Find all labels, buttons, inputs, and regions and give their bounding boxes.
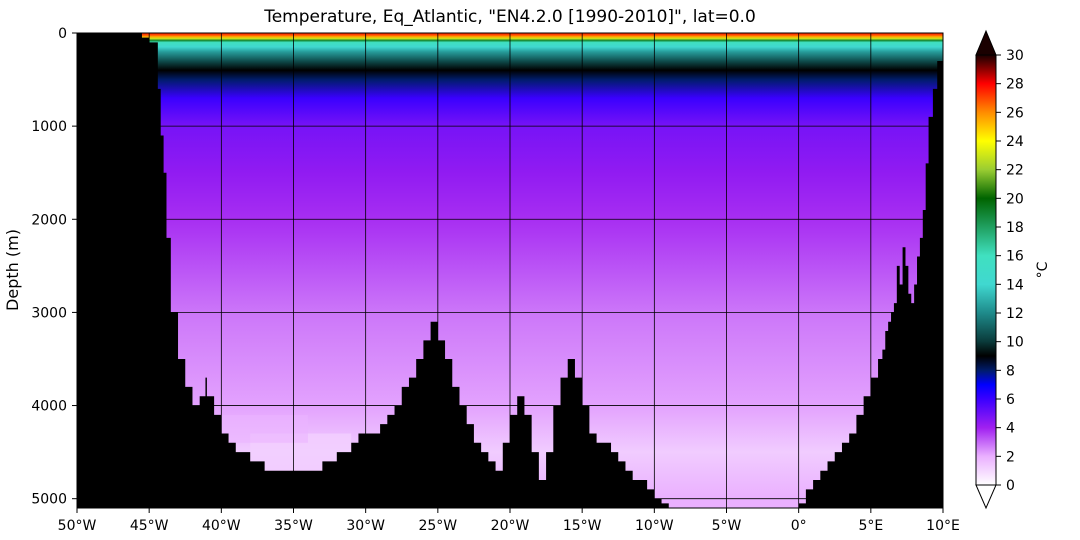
- x-tick-label: 45°W: [130, 518, 169, 534]
- colorbar-tick-label: 8: [1006, 363, 1015, 379]
- colorbar-extend-bottom: [975, 484, 997, 510]
- colorbar-tick-label: 18: [1006, 220, 1024, 236]
- y-tick-label: 3000: [31, 305, 67, 321]
- colorbar-tick-label: 10: [1006, 335, 1024, 351]
- colorbar-tick-label: 6: [1006, 392, 1015, 408]
- x-tick-label: 0°: [791, 518, 807, 534]
- y-tick-label: 2000: [31, 212, 67, 228]
- x-axis: 50°W 45°W 40°W 35°W 30°W 25°W 20°W 15°W 10°W 5°W 0…: [58, 508, 960, 534]
- x-tick-label: 35°W: [274, 518, 313, 534]
- colorbar-tick-label: 4: [1006, 421, 1015, 437]
- y-tick-label: 1000: [31, 119, 67, 135]
- x-tick-label: 5°W: [712, 518, 742, 534]
- chart-title: Temperature, Eq_Atlantic, "EN4.2.0 [1990…: [263, 7, 756, 27]
- colorbar-tick-label: 26: [1006, 105, 1024, 121]
- deep-water-patches: [206, 414, 352, 471]
- x-tick-label: 10°W: [635, 518, 674, 534]
- colorbar-tick-label: 22: [1006, 163, 1024, 179]
- x-tick-label: 15°W: [563, 518, 602, 534]
- colorbar-tick-label: 2: [1006, 449, 1015, 465]
- colorbar-extend-top: [975, 29, 997, 56]
- colorbar-tick-label: 30: [1006, 48, 1024, 64]
- colorbar-tick-label: 12: [1006, 306, 1024, 322]
- x-tick-label: 30°W: [346, 518, 385, 534]
- colorbar-label: °C: [1035, 261, 1051, 278]
- colorbar-tick-label: 14: [1006, 277, 1024, 293]
- bathymetry-mask: [77, 33, 943, 508]
- x-tick-label: 50°W: [58, 518, 97, 534]
- y-tick-label: 0: [58, 26, 67, 42]
- x-tick-label: 5°E: [858, 518, 883, 534]
- x-tick-label: 20°W: [491, 518, 530, 534]
- colorbar-tick-label: 20: [1006, 191, 1024, 207]
- y-axis: 0 1000 2000 3000 4000 5000: [31, 26, 77, 508]
- y-tick-label: 5000: [31, 492, 67, 508]
- y-tick-label: 4000: [31, 399, 67, 415]
- colorbar-gradient: [975, 54, 997, 486]
- x-tick-label: 40°W: [202, 518, 241, 534]
- x-tick-label: 10°E: [926, 518, 960, 534]
- colorbar-tick-label: 28: [1006, 77, 1024, 93]
- y-axis-label: Depth (m): [3, 229, 22, 311]
- colorbar-tick-label: 0: [1006, 478, 1015, 494]
- x-tick-label: 25°W: [418, 518, 457, 534]
- grid-lines: [77, 33, 943, 508]
- colorbar-tick-label: 16: [1006, 249, 1024, 265]
- colorbar-tick-label: 24: [1006, 134, 1024, 150]
